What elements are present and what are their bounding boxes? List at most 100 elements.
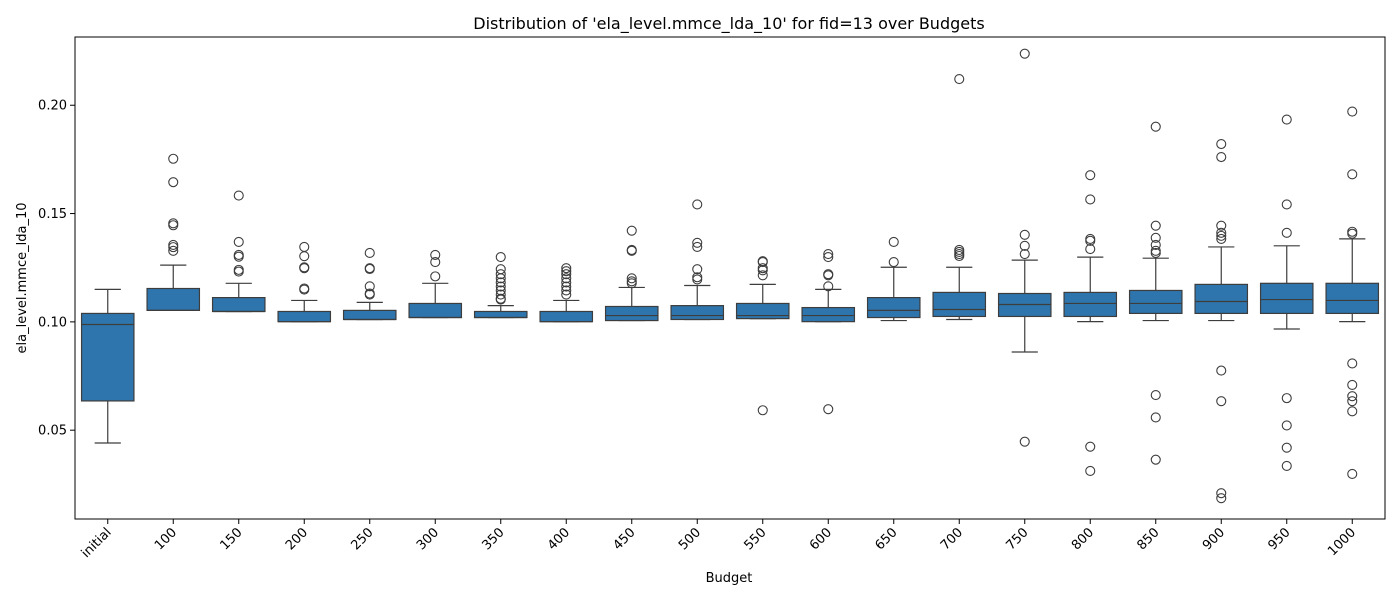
y-axis: 0.05 0.10 0.15 0.20	[38, 99, 75, 439]
outlier-point	[561, 269, 572, 280]
outlier-point	[1150, 245, 1161, 256]
outlier-point	[364, 281, 375, 292]
box-iqr	[604, 305, 659, 322]
y-tick-label: 0.20	[38, 99, 67, 114]
x-tick-label: 700	[938, 525, 966, 553]
x-tick-label: 950	[1265, 525, 1293, 553]
outlier-point	[1216, 493, 1227, 504]
outlier-point	[1216, 233, 1227, 244]
outlier-point	[888, 257, 899, 268]
outlier-point	[1347, 468, 1358, 479]
outlier-point	[757, 257, 768, 268]
outlier-point	[561, 263, 572, 274]
outlier-point	[233, 266, 244, 277]
outlier-point	[364, 263, 375, 275]
box-iqr	[735, 302, 790, 320]
plot-area	[80, 48, 1380, 504]
x-tick-label: 800	[1069, 525, 1097, 553]
outlier-point	[692, 264, 703, 275]
outlier-point	[1281, 227, 1292, 238]
box-iqr	[1063, 291, 1118, 318]
box-iqr	[539, 310, 594, 323]
outlier-point	[1019, 48, 1030, 59]
outlier-point	[1281, 199, 1292, 210]
chart-title: Distribution of 'ela_level.mmce_lda_10' …	[473, 14, 984, 34]
box-iqr	[801, 306, 856, 323]
outlier-point	[823, 281, 834, 292]
outlier-point	[1150, 412, 1161, 423]
outlier-point	[364, 289, 375, 300]
outlier-point	[1216, 220, 1227, 231]
outlier-point	[626, 273, 637, 284]
outlier-point	[757, 270, 768, 281]
box-iqr	[277, 310, 332, 323]
outlier-point	[1216, 365, 1227, 376]
outlier-point	[495, 269, 506, 280]
outlier-point	[1347, 379, 1358, 390]
outlier-point	[692, 274, 703, 285]
x-tick-label: 500	[676, 525, 704, 553]
x-axis-label: Budget	[706, 571, 753, 586]
box-group-650	[866, 236, 921, 322]
box-group-750	[997, 48, 1052, 447]
outlier-point	[168, 153, 179, 164]
box-group-300	[408, 249, 463, 319]
outlier-point	[299, 241, 310, 252]
outlier-point	[1216, 230, 1227, 241]
outlier-point	[233, 190, 244, 201]
outlier-point	[1150, 247, 1161, 259]
outlier-point	[1347, 228, 1358, 239]
outlier-point	[823, 252, 834, 263]
box-group-600	[801, 249, 856, 415]
outlier-point	[168, 245, 179, 256]
outlier-point	[1216, 138, 1227, 150]
x-tick-label: 400	[545, 525, 573, 553]
outlier-point	[1150, 220, 1161, 231]
outlier-point	[954, 250, 965, 262]
outlier-point	[954, 73, 965, 85]
outlier-point	[757, 265, 768, 276]
outlier-point	[1347, 226, 1358, 237]
box-group-250	[342, 247, 397, 321]
x-tick-label: 350	[479, 525, 507, 553]
outlier-point	[1019, 229, 1030, 240]
box-group-350	[473, 252, 528, 319]
outlier-point	[1281, 114, 1292, 125]
outlier-point	[692, 237, 703, 248]
box-iqr	[342, 309, 397, 321]
outlier-point	[1347, 358, 1358, 369]
outlier-point	[1347, 106, 1358, 117]
outlier-point	[1150, 121, 1161, 132]
outlier-point	[1150, 232, 1161, 243]
outlier-point	[1216, 488, 1227, 499]
outlier-point	[561, 273, 572, 284]
outlier-point	[1347, 406, 1358, 417]
x-tick-label: 600	[807, 525, 835, 553]
outlier-point	[1347, 396, 1358, 407]
x-axis: initial 100 150 200 250 300 350 400 450 500 550 600…	[79, 519, 1359, 561]
outlier-point	[1281, 442, 1292, 453]
outlier-point	[495, 294, 506, 305]
outlier-point	[692, 199, 703, 210]
box-group-850	[1128, 121, 1183, 465]
outlier-point	[823, 404, 834, 415]
outlier-point	[1347, 169, 1358, 180]
outlier-point	[299, 284, 310, 295]
box-group-800	[1063, 170, 1118, 476]
box-iqr	[932, 291, 987, 318]
x-tick-label: 300	[414, 525, 442, 553]
box-group-550	[735, 256, 790, 416]
x-tick-label: 750	[1003, 525, 1031, 553]
outlier-point	[430, 271, 441, 282]
outlier-point	[1085, 194, 1096, 205]
outlier-point	[1085, 170, 1096, 181]
outlier-point	[299, 251, 310, 262]
outlier-point	[1150, 454, 1161, 465]
box-group-500	[670, 199, 725, 321]
outlier-point	[561, 266, 572, 277]
y-axis-label: ela_level.mmce_lda_10	[15, 203, 30, 354]
outlier-point	[1085, 244, 1096, 255]
outlier-point	[364, 247, 375, 259]
box-iqr	[408, 302, 463, 319]
